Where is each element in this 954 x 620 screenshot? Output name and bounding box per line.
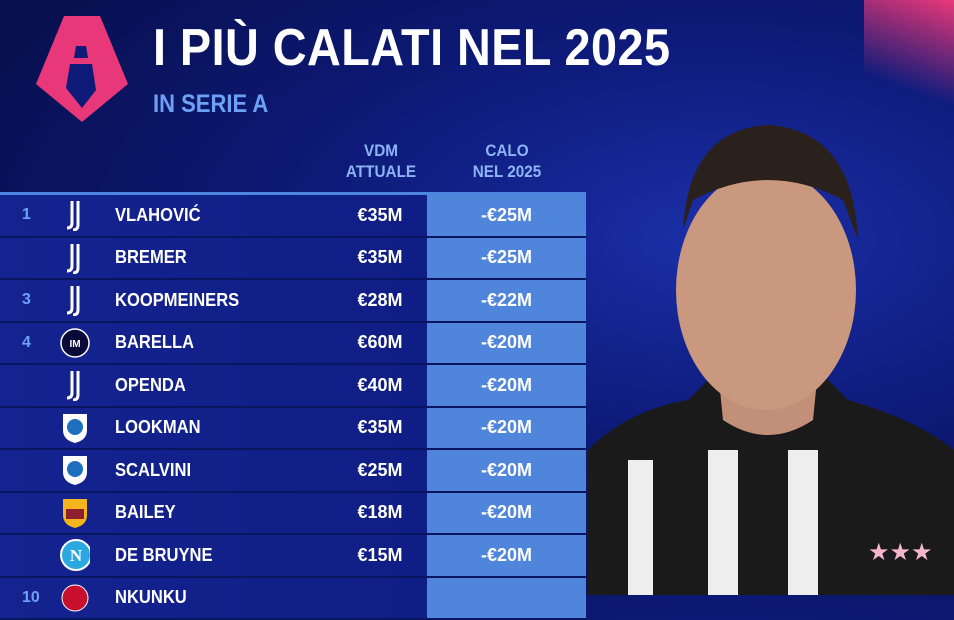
- svg-text:★★★: ★★★: [868, 539, 933, 566]
- header-line: VDM: [341, 140, 422, 161]
- table-row: SCALVINI €25M -€20M: [0, 450, 586, 493]
- juventus-crest-icon: [60, 243, 90, 273]
- value-drop: -€25M: [427, 205, 586, 226]
- market-value: €35M: [340, 417, 420, 438]
- header-line: NEL 2025: [467, 161, 548, 182]
- page-title: I PIÙ CALATI NEL 2025: [153, 18, 670, 78]
- player-photo: ★★★: [588, 120, 954, 595]
- player-name: BAILEY: [115, 502, 176, 523]
- atalanta-crest-icon: [60, 413, 90, 443]
- decorative-glow: [864, 0, 954, 120]
- juventus-crest-icon: [60, 200, 90, 230]
- market-value: €18M: [340, 502, 420, 523]
- table-row: N DE BRUYNE €15M -€20M: [0, 535, 586, 578]
- inter-crest-icon: IM: [60, 328, 90, 358]
- player-name: DE BRUYNE: [115, 545, 213, 566]
- table-row: 4 IM BARELLA €60M -€20M: [0, 323, 586, 366]
- table-row: 3 KOOPMEINERS €28M -€22M: [0, 280, 586, 323]
- market-value: €35M: [340, 205, 420, 226]
- player-name: BREMER: [115, 247, 187, 268]
- table-row: OPENDA €40M -€20M: [0, 365, 586, 408]
- rank: 1: [22, 206, 31, 224]
- svg-text:N: N: [70, 546, 83, 565]
- value-drop: -€22M: [427, 290, 586, 311]
- juventus-crest-icon: [60, 285, 90, 315]
- serie-a-logo: [36, 16, 128, 122]
- header-line: CALO: [467, 140, 548, 161]
- ranking-table: 1 VLAHOVIĆ €35M -€25M BREMER €35M -€25M …: [0, 192, 586, 620]
- juventus-crest-icon: [60, 370, 90, 400]
- value-drop: -€20M: [427, 417, 586, 438]
- table-row: 1 VLAHOVIĆ €35M -€25M: [0, 195, 586, 238]
- player-name: NKUNKU: [115, 587, 187, 608]
- row-highlight: [427, 578, 586, 619]
- table-row: 10 NKUNKU: [0, 578, 586, 620]
- player-name: KOOPMEINERS: [115, 290, 239, 311]
- table-row: LOOKMAN €35M -€20M: [0, 408, 586, 451]
- market-value: €25M: [340, 460, 420, 481]
- roma-crest-icon: [60, 498, 90, 528]
- player-name: BARELLA: [115, 332, 194, 353]
- rank: 10: [22, 589, 40, 607]
- table-row: BAILEY €18M -€20M: [0, 493, 586, 536]
- table-row: BREMER €35M -€25M: [0, 238, 586, 281]
- player-name: OPENDA: [115, 375, 186, 396]
- player-name: LOOKMAN: [115, 417, 201, 438]
- rank: 3: [22, 291, 31, 309]
- market-value: €15M: [340, 545, 420, 566]
- value-drop: -€25M: [427, 247, 586, 268]
- atalanta-crest-icon: [60, 455, 90, 485]
- player-name: VLAHOVIĆ: [115, 205, 201, 226]
- value-drop: -€20M: [427, 502, 586, 523]
- value-drop: -€20M: [427, 460, 586, 481]
- milan-crest-icon: [60, 583, 90, 613]
- value-drop: -€20M: [427, 332, 586, 353]
- market-value: €60M: [340, 332, 420, 353]
- rank: 4: [22, 334, 31, 352]
- market-value: €28M: [340, 290, 420, 311]
- market-value: €40M: [340, 375, 420, 396]
- page-subtitle: IN SERIE A: [153, 90, 268, 119]
- svg-text:IM: IM: [69, 339, 80, 350]
- header-line: ATTUALE: [341, 161, 422, 182]
- napoli-crest-icon: N: [60, 540, 90, 570]
- value-drop: -€20M: [427, 375, 586, 396]
- value-drop: -€20M: [427, 545, 586, 566]
- market-value: €35M: [340, 247, 420, 268]
- player-name: SCALVINI: [115, 460, 191, 481]
